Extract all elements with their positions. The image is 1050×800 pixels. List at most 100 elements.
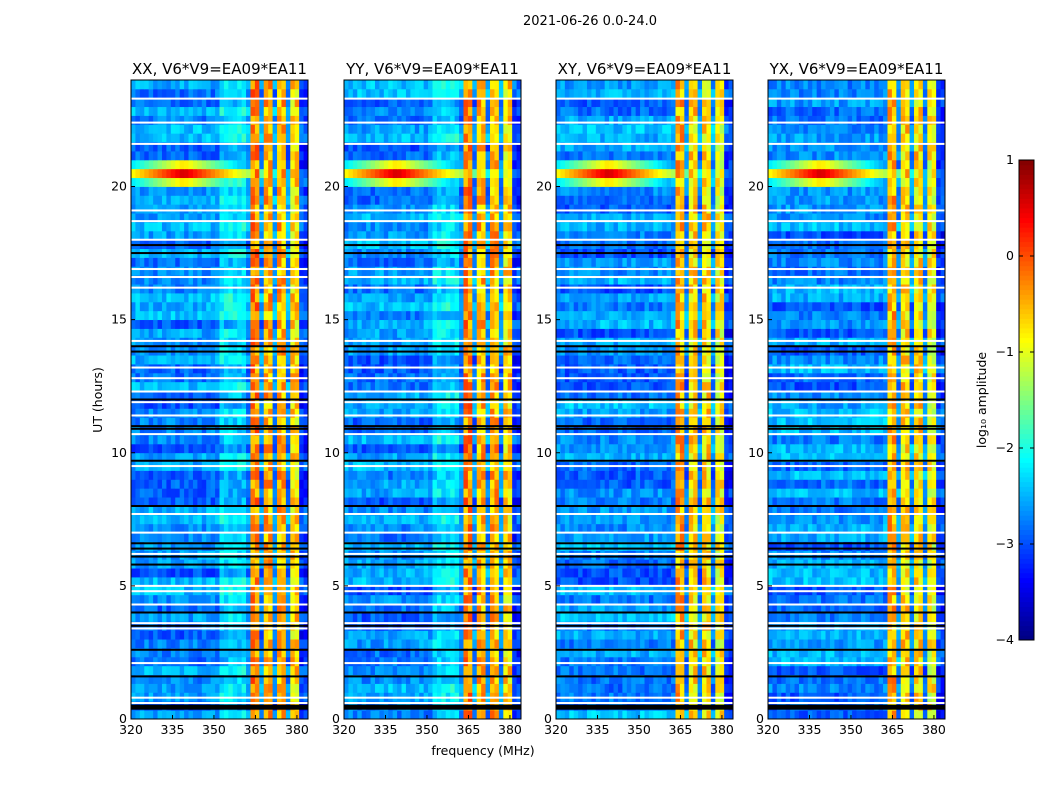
heatmap-cell: [516, 603, 522, 613]
heatmap-cell: [294, 310, 300, 321]
heatmap-cell: [303, 683, 309, 693]
heatmap-cell: [184, 319, 189, 329]
heatmap-cell: [423, 417, 429, 427]
heatmap-cell: [246, 674, 251, 684]
heatmap-cell: [352, 310, 358, 321]
heatmap-cell: [259, 80, 265, 90]
heatmap-cell: [188, 550, 194, 560]
heatmap-cell: [161, 337, 167, 347]
heatmap-cell: [344, 470, 349, 480]
heatmap-cell: [192, 665, 198, 676]
heatmap-cell: [254, 310, 260, 321]
heatmap-cell: [184, 479, 189, 489]
heatmap-cell: [392, 648, 398, 658]
heatmap-cell: [459, 275, 464, 285]
heatmap-cell: [379, 674, 385, 684]
heatmap-cell: [432, 612, 438, 622]
heatmap-cell: [179, 443, 185, 454]
heatmap-cell: [277, 266, 282, 276]
heatmap-cell: [148, 301, 154, 312]
heatmap-cell: [294, 612, 300, 622]
heatmap-cell: [232, 648, 238, 658]
heatmap-cell: [414, 603, 420, 613]
heatmap-cell: [352, 390, 358, 400]
heatmap-cell: [148, 612, 154, 622]
heatmap-cell: [428, 648, 433, 658]
heatmap-cell: [246, 470, 251, 480]
heatmap-cell: [263, 550, 269, 560]
heatmap-cell: [370, 541, 376, 551]
heatmap-cell: [268, 648, 273, 658]
heatmap-cell: [303, 275, 309, 285]
heatmap-cell: [170, 275, 176, 285]
heatmap-cell: [281, 479, 287, 489]
heatmap-cell: [299, 683, 304, 693]
heatmap-cell: [441, 523, 447, 534]
heatmap-cell: [144, 106, 150, 116]
heatmap-cell: [401, 541, 407, 551]
heatmap-cell: [215, 594, 220, 605]
heatmap-cell: [157, 310, 163, 321]
heatmap-cell: [179, 479, 185, 489]
heatmap-cell: [157, 319, 163, 329]
flag-line-white: [131, 97, 308, 100]
heatmap-cell: [344, 532, 349, 542]
heatmap-cell: [237, 656, 243, 667]
heatmap-cell: [299, 426, 304, 436]
heatmap-cell: [175, 683, 181, 693]
heatmap-cell: [161, 266, 167, 276]
heatmap-cell: [272, 151, 278, 161]
heatmap-cell: [144, 514, 150, 525]
heatmap-cell: [206, 88, 212, 99]
heatmap-cell: [503, 612, 509, 622]
heatmap-cell: [153, 710, 158, 720]
heatmap-cell: [144, 435, 150, 445]
heatmap-cell: [445, 381, 451, 392]
heatmap-cell: [237, 568, 243, 578]
heatmap-cell: [206, 284, 212, 294]
heatmap-cell: [237, 159, 243, 170]
heatmap-cell: [259, 648, 265, 658]
heatmap-cell: [153, 293, 158, 303]
heatmap-cell: [268, 355, 273, 365]
heatmap-cell: [139, 594, 145, 605]
heatmap-cell: [170, 124, 176, 134]
heatmap-cell: [170, 293, 176, 303]
heatmap-cell: [383, 656, 389, 667]
heatmap-cell: [361, 328, 367, 338]
heatmap-cell: [494, 550, 500, 560]
heatmap-cell: [512, 470, 517, 480]
flag-line-white: [131, 696, 308, 699]
heatmap-cell: [299, 355, 304, 365]
heatmap-cell: [184, 151, 189, 161]
heatmap-cell: [237, 381, 243, 392]
heatmap-cell: [259, 230, 265, 241]
heatmap-cell: [450, 284, 456, 294]
heatmap-cell: [388, 301, 394, 312]
heatmap-cell: [179, 630, 185, 640]
heatmap-cell: [254, 443, 260, 454]
heatmap-cell: [157, 381, 163, 392]
heatmap-cell: [348, 310, 354, 321]
heatmap-cell: [481, 639, 486, 649]
heatmap-cell: [503, 497, 509, 507]
heatmap-cell: [232, 390, 238, 400]
heatmap-cell: [445, 497, 451, 507]
heatmap-cell: [135, 142, 141, 152]
heatmap-cell: [410, 630, 416, 640]
heatmap-cell: [432, 479, 438, 489]
heatmap-cell: [166, 479, 172, 489]
heatmap-cell: [397, 568, 402, 578]
heatmap-cell: [157, 665, 163, 676]
heatmap-cell: [237, 230, 243, 241]
heatmap-cell: [153, 656, 158, 667]
heatmap-cell: [241, 426, 247, 436]
heatmap-cell: [494, 577, 500, 587]
heatmap-cell: [232, 177, 238, 187]
heatmap-cell: [432, 408, 438, 418]
heatmap-cell: [401, 284, 407, 294]
heatmap-cell: [414, 275, 420, 285]
heatmap-cell: [135, 355, 141, 365]
heatmap-cell: [294, 275, 300, 285]
heatmap-cell: [379, 550, 385, 560]
